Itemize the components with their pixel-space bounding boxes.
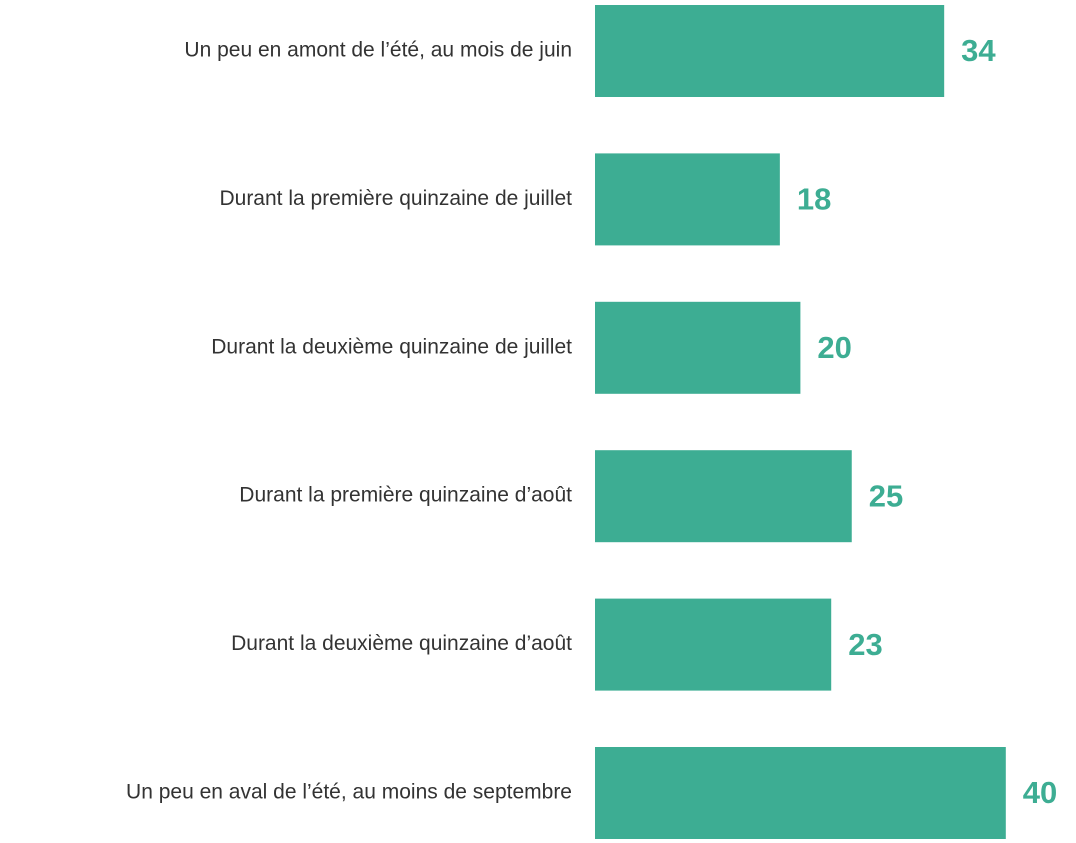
value-label: 25 [869, 478, 903, 513]
bar [595, 450, 852, 543]
category-label: Durant la première quinzaine de juillet [219, 187, 572, 210]
category-label: Durant la première quinzaine d’août [239, 484, 572, 507]
category-label: Un peu en aval de l’été, au moins de sep… [126, 781, 572, 804]
bar [595, 598, 832, 691]
value-label: 34 [961, 33, 996, 68]
value-label: 18 [797, 182, 831, 217]
bar [595, 747, 1006, 839]
category-label: Durant la deuxième quinzaine d’août [231, 632, 572, 655]
category-label: Durant la deuxième quinzaine de juillet [211, 335, 572, 358]
value-label: 20 [817, 330, 851, 365]
bar [595, 5, 945, 97]
bar [595, 301, 801, 394]
category-label: Un peu en amont de l’été, au mois de jui… [184, 39, 572, 62]
bar [595, 153, 780, 246]
value-label: 40 [1023, 775, 1057, 810]
value-label: 23 [848, 627, 882, 662]
